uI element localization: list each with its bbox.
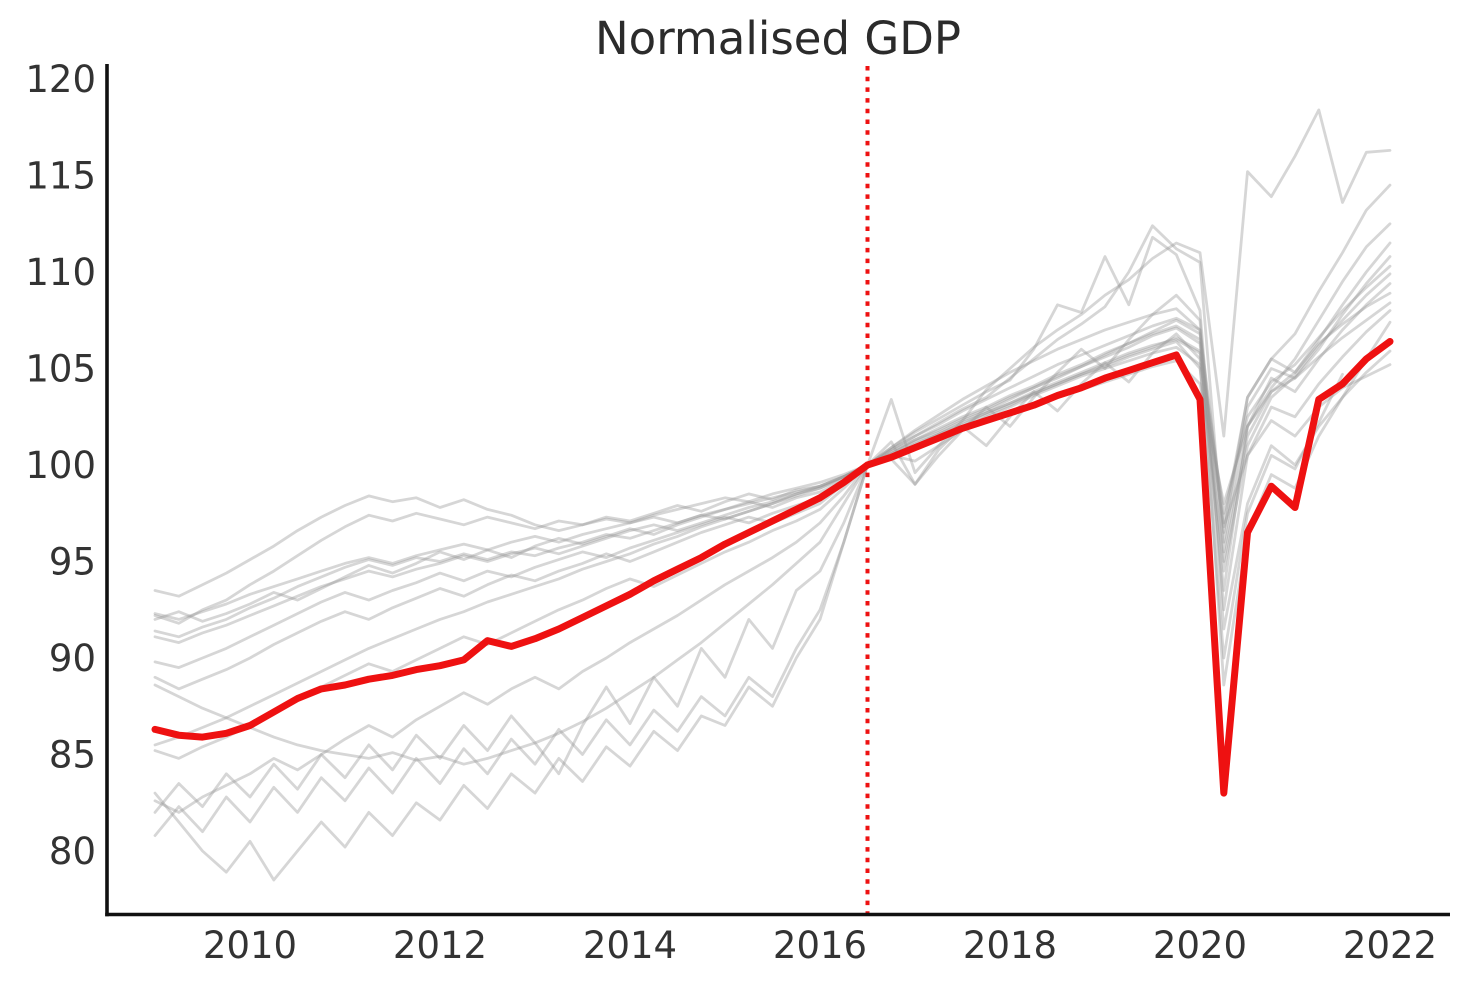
background-15-line [153, 224, 1392, 814]
x-tick-label: 2012 [393, 924, 487, 967]
x-tick-label: 2014 [583, 924, 677, 967]
background-12-line [153, 293, 1392, 882]
background-05-line [153, 255, 1392, 669]
ticks-layer: 2010 2012 2014 2016 2018 2020 2022 80 85 90 95 100 1… [25, 58, 1437, 967]
y-tick-label: 95 [49, 541, 96, 584]
y-tick-label: 120 [25, 58, 96, 101]
background-11-line [153, 307, 1392, 766]
x-tick-label: 2016 [773, 924, 867, 967]
x-tick-label: 2020 [1153, 924, 1247, 967]
background-03-line [153, 222, 1392, 639]
background-02-line [153, 183, 1392, 598]
y-tick-label: 105 [25, 348, 96, 391]
highlight-layer [151, 338, 1394, 797]
highlighted-gdp-line [151, 338, 1394, 797]
background-10-line [153, 235, 1392, 760]
background-06-line [153, 264, 1392, 644]
background-13-line [153, 332, 1392, 814]
y-tick-label: 115 [25, 155, 96, 198]
x-tick-label: 2010 [203, 924, 297, 967]
y-tick-label: 100 [25, 444, 96, 487]
y-tick-label: 110 [25, 251, 96, 294]
y-tick-label: 85 [49, 734, 96, 777]
background-01-line [153, 108, 1392, 625]
x-tick-label: 2018 [963, 924, 1057, 967]
y-tick-label: 80 [49, 830, 96, 873]
axis-layer [105, 64, 1450, 917]
chart-title: Normalised GDP [595, 12, 961, 65]
series-layer [153, 108, 1392, 882]
background-08-line [153, 291, 1392, 747]
y-tick-label: 90 [49, 637, 96, 680]
background-14-line [153, 345, 1344, 837]
x-tick-label: 2022 [1343, 924, 1437, 967]
background-04-line [153, 241, 1392, 623]
